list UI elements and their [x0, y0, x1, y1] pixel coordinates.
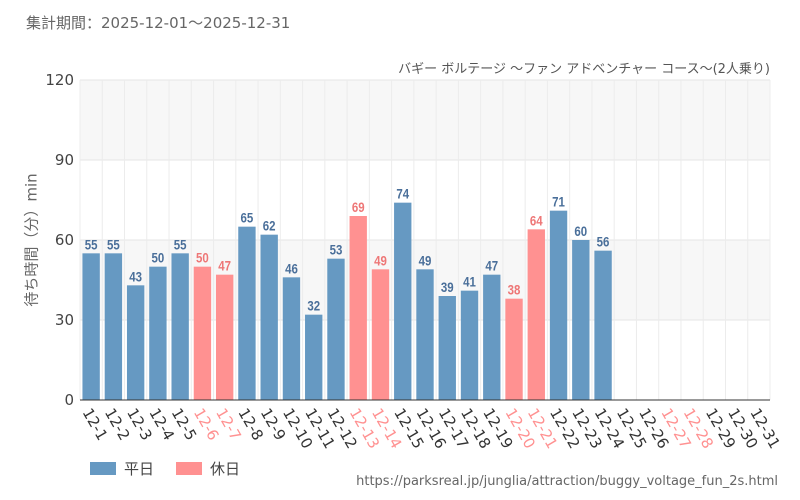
bar-12-1	[82, 253, 100, 400]
bar-12-14	[371, 269, 390, 400]
value-label-12-5: 55	[174, 236, 187, 252]
bar-12-3	[126, 285, 145, 400]
y-tick-label: 60	[55, 231, 74, 249]
chart-title: バギー ボルテージ ～ファン アドベンチャー コース～(2人乗り)	[398, 62, 770, 77]
bars	[82, 202, 612, 400]
legend-swatch-holiday	[176, 462, 203, 475]
value-label-12-3: 43	[129, 268, 142, 284]
legend-item-weekday: 平日	[90, 458, 154, 479]
value-label-12-20: 38	[508, 282, 521, 298]
bar-12-10	[282, 277, 301, 400]
bar-12-2	[104, 253, 123, 400]
legend-swatch-weekday	[90, 462, 116, 475]
legend-label-weekday: 平日	[124, 460, 155, 478]
value-label-12-21: 64	[530, 212, 544, 228]
value-label-12-14: 49	[374, 252, 387, 268]
bar-12-20	[505, 298, 523, 400]
legend-label-holiday: 休日	[210, 460, 241, 478]
bar-12-24	[594, 250, 612, 400]
period-label: 集計期間：2025-12-01～2025-12-31	[26, 14, 291, 32]
legend: 平日 休日	[90, 458, 262, 479]
bar-12-12	[327, 258, 345, 400]
value-label-12-19: 47	[485, 258, 498, 274]
y-tick-label: 30	[55, 311, 74, 329]
source-url: https://parksreal.jp/junglia/attraction/…	[356, 474, 778, 489]
bar-12-17	[438, 296, 456, 400]
grid-lines	[79, 79, 771, 400]
bar-12-6	[193, 266, 212, 400]
x-tick-labels: 12-112-212-312-412-512-612-712-812-912-1…	[79, 405, 784, 452]
legend-item-holiday: 休日	[176, 458, 240, 479]
y-tick-labels: 0 30 60 90 120	[45, 71, 74, 409]
value-label-12-8: 65	[241, 210, 254, 226]
value-label-12-12: 53	[330, 242, 343, 258]
y-tick-label: 0	[64, 391, 74, 409]
bar-12-11	[305, 314, 323, 400]
bar-12-13	[349, 216, 367, 400]
grid-band	[80, 80, 770, 160]
value-label-12-18: 41	[463, 274, 476, 290]
bar-12-4	[149, 266, 167, 400]
bar-12-15	[394, 202, 412, 400]
value-label-12-4: 50	[152, 250, 165, 266]
value-label-12-15: 74	[396, 186, 410, 202]
bar-12-21	[527, 229, 545, 400]
value-label-12-24: 56	[597, 234, 610, 250]
value-label-12-13: 69	[352, 199, 365, 215]
value-label-12-6: 50	[196, 250, 209, 266]
bar-12-9	[260, 234, 278, 400]
bar-12-7	[215, 274, 234, 400]
value-label-12-9: 62	[263, 218, 276, 234]
value-label-12-23: 60	[574, 223, 587, 239]
bar-12-22	[549, 210, 568, 400]
bar-12-8	[238, 226, 256, 400]
y-tick-label: 90	[55, 151, 74, 169]
bar-12-18	[460, 290, 479, 400]
y-tick-label: 120	[45, 71, 74, 89]
value-label-12-22: 71	[552, 194, 565, 210]
value-label-12-7: 47	[218, 258, 231, 274]
value-label-12-17: 39	[441, 279, 454, 295]
value-label-12-2: 55	[107, 236, 120, 252]
value-labels: 55 55 43 50 55 50 47 65 62 46 32 53 69 49 74 49 39 41 47 38…	[85, 186, 610, 314]
bar-12-19	[483, 274, 501, 400]
value-label-12-10: 46	[285, 260, 298, 276]
value-label-12-11: 32	[307, 298, 320, 314]
value-label-12-1: 55	[85, 236, 98, 252]
bar-12-23	[572, 240, 590, 400]
value-label-12-16: 49	[419, 252, 432, 268]
bar-12-5	[171, 253, 189, 400]
bar-12-16	[416, 269, 434, 400]
